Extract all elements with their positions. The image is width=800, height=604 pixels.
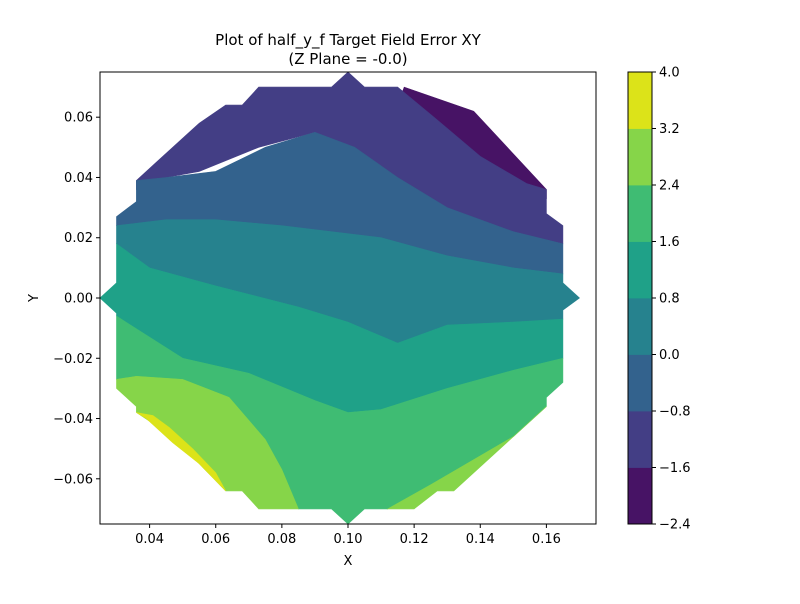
x-axis: 0.04 0.06 0.08 0.10 0.12 0.14 0.16 (135, 524, 561, 547)
contour-band-8 (386, 406, 547, 510)
chart-title: Plot of half_y_f Target Field Error XY (215, 31, 482, 50)
y-tick-label: 0.06 (64, 111, 93, 126)
colorbar-segment (628, 241, 652, 299)
x-tick-label: 0.08 (267, 532, 296, 547)
colorbar-tick-label: −0.8 (659, 405, 691, 420)
y-axis-label: Y (27, 294, 42, 303)
colorbar-segment (628, 354, 652, 412)
colorbar: −2.4 −1.6 −0.8 0.0 0.8 1.6 2.4 3.2 4.0 (627, 66, 691, 533)
chart-subtitle: (Z Plane = -0.0) (288, 50, 407, 68)
colorbar-tick-label: 3.2 (659, 122, 680, 137)
y-tick-label: −0.02 (53, 352, 93, 367)
colorbar-segment (628, 185, 652, 242)
y-tick-label: −0.06 (53, 472, 93, 487)
colorbar-segment (628, 128, 652, 186)
y-axis: 0.06 0.04 0.02 0.00 −0.02 −0.04 −0.06 (53, 111, 100, 487)
colorbar-segment (628, 467, 652, 525)
contour-band-7 (136, 412, 226, 492)
x-tick-label: 0.12 (400, 532, 429, 547)
x-tick-label: 0.16 (532, 532, 561, 547)
colorbar-tick-label: −1.6 (659, 461, 691, 476)
y-tick-label: −0.04 (53, 412, 93, 427)
colorbar-tick-label: 1.6 (659, 235, 680, 250)
y-tick-label: 0.04 (64, 171, 93, 186)
colorbar-tick-label: 0.0 (659, 348, 680, 363)
contour-band-6 (116, 375, 299, 510)
colorbar-segment (628, 298, 652, 355)
x-tick-label: 0.14 (466, 532, 495, 547)
x-axis-label: X (344, 554, 353, 569)
colorbar-tick-label: 4.0 (659, 66, 680, 81)
colorbar-tick-label: 0.8 (659, 292, 680, 307)
colorbar-tick-label: 2.4 (659, 179, 680, 194)
colorbar-segment (628, 72, 652, 129)
x-tick-label: 0.10 (334, 532, 363, 547)
x-tick-label: 0.04 (135, 532, 164, 547)
plot-area (99, 71, 580, 525)
y-tick-label: 0.00 (64, 292, 93, 307)
y-tick-label: 0.02 (64, 231, 93, 246)
colorbar-segment (628, 411, 652, 468)
x-tick-label: 0.06 (201, 532, 230, 547)
colorbar-tick-label: −2.4 (659, 518, 691, 533)
